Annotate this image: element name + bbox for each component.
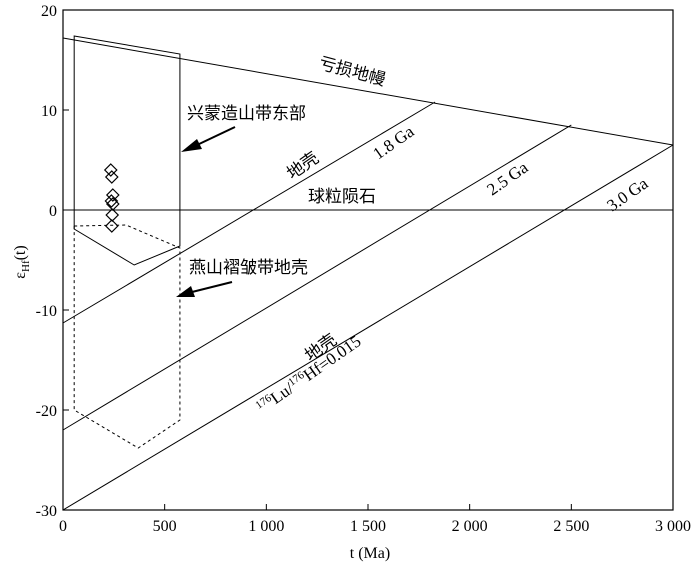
data-point-0	[103, 163, 118, 177]
data-point-1	[104, 170, 119, 184]
data-point-3	[104, 194, 119, 208]
data-point-6	[104, 219, 119, 233]
axis-ticks: 0 500 1 000 1 500 2 000 2 500 3 000 -30 -20 -10 0 1…	[36, 3, 691, 535]
line-depleted-mantle	[62, 37, 674, 146]
x-tick-label: 1 000	[248, 518, 284, 535]
y-tick-label: 0	[49, 203, 57, 220]
x-tick-label: 500	[153, 518, 177, 535]
annotation-chur: 球粒陨石	[308, 187, 376, 207]
x-tick-label: 2 000	[452, 518, 488, 535]
y-tick-label: -20	[36, 403, 57, 420]
x-axis-label: t (Ma)	[350, 545, 390, 562]
x-tick-label: 0	[59, 518, 67, 535]
y-tick-label: 10	[41, 103, 57, 120]
data-point-5	[105, 208, 120, 222]
y-tick-label: -30	[36, 503, 57, 520]
y-tick-label: -10	[36, 303, 57, 320]
x-tick-label: 1 500	[350, 518, 386, 535]
annotation-crust-1: 地壳	[283, 148, 322, 184]
arrow-xingmeng	[181, 126, 236, 152]
line-crust-1-8	[62, 101, 436, 324]
y-tick-label: 20	[41, 3, 57, 20]
region-xingmeng-field	[73, 35, 181, 266]
annotation-depleted-mantle: 亏损地幔	[317, 54, 388, 91]
annotation-xingmeng: 兴蒙造山带东部	[187, 104, 306, 124]
region-yanshan-field	[73, 224, 181, 449]
line-crust-2-5	[62, 124, 572, 431]
annotation-yanshan: 燕山褶皱带地壳	[189, 258, 308, 278]
annotation-1-8-ga: 1.8 Ga	[369, 121, 417, 163]
line-crust-3-0	[62, 144, 674, 511]
y-axis-label-suffix: (t)	[12, 245, 29, 260]
arrow-yanshan	[176, 281, 233, 297]
data-point-2	[105, 188, 120, 202]
x-tick-label: 2 500	[553, 518, 589, 535]
y-axis-label-main: ε	[12, 272, 29, 279]
y-axis-label: εHf(t)	[12, 245, 32, 278]
annotation-3-0-ga: 3.0 Ga	[603, 173, 651, 215]
y-axis-label-sub: Hf	[20, 260, 32, 272]
x-tick-label: 3 000	[655, 518, 691, 535]
